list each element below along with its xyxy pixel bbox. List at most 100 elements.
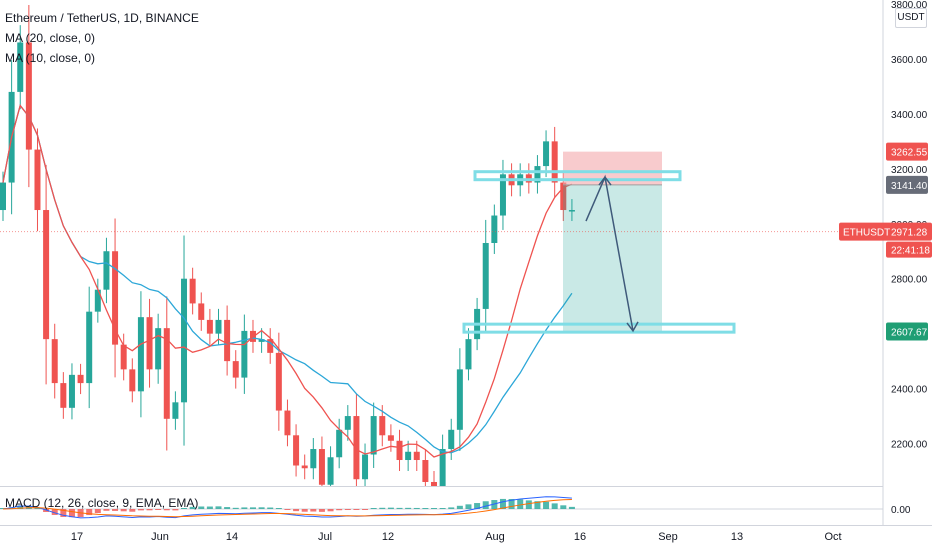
candle-body [86,311,93,384]
candle-body [396,440,403,461]
candle-body [379,416,386,436]
macd-histogram-bar [137,509,144,511]
candle-body [560,182,567,211]
macd-histogram-bar [224,507,231,509]
candle-body [68,374,75,408]
last-price-label: 2971.28 [891,228,928,239]
macd-histogram-bar [517,499,524,509]
macd-histogram-bar [353,509,360,510]
ma10-line [2,104,573,458]
currency-label[interactable]: USDT [895,8,927,28]
candle-body [258,339,265,342]
macd-histogram-bar [129,509,136,512]
y-tick-label: 3400.00 [891,110,928,121]
y-tick-label: 2800.00 [891,275,928,286]
macd-histogram-bar [336,509,343,511]
macd-histogram-bar [318,509,325,512]
macd-histogram-bar [189,506,196,509]
macd-histogram-bar [155,509,162,510]
macd-histogram-bar [34,508,41,509]
target-price-tag-bg [886,322,928,341]
candle-body [232,361,239,378]
macd-histogram-bar [370,508,377,509]
macd-histogram-bar [241,507,248,509]
macd-histogram-bar [293,509,300,512]
macd-histogram-bar [491,500,498,509]
candle-body [336,429,343,458]
candle-body [34,149,41,211]
macd-legend[interactable]: MACD (12, 26, close, 9, EMA, EMA) [5,496,199,510]
macd-histogram-bar [181,507,188,509]
candle-body [206,319,213,334]
candle-body [293,435,300,466]
ma20-line [2,104,573,454]
last-symbol-label: ETHUSDT [843,228,890,239]
chart-title: Ethereum / TetherUS, 1D, BINANCE [5,11,199,25]
macd-pane [0,496,883,519]
macd-histogram-bar [284,509,291,510]
entry-price-tag: 3141.40 [891,181,928,192]
candle-body [112,251,119,345]
macd-histogram-bar [301,509,308,512]
macd-axis-label: 0.00 [891,505,911,516]
macd-histogram-bar [543,501,550,509]
ma20-legend[interactable]: MA (20, close, 0) [5,31,96,45]
candle-body [241,330,248,378]
x-tick-label: Oct [824,531,841,543]
y-tick-label: 2200.00 [891,440,928,451]
candle-body [370,416,377,455]
macd-histogram-bar [51,509,58,515]
candle-body [310,449,317,469]
macd-histogram-bar [258,507,265,509]
candle-body [456,369,463,430]
x-tick-label: Jun [151,531,169,543]
candles [0,4,575,486]
macd-histogram-bar [267,507,274,509]
macd-histogram-bar [103,509,110,511]
x-tick-label: Sep [658,531,678,543]
ma10-legend[interactable]: MA (10, close, 0) [5,51,96,65]
macd-histogram-bar [68,509,75,518]
candle-body [284,410,291,436]
candle-body [491,215,498,243]
candle-body [465,339,472,370]
candle-body [137,317,144,392]
y-tick-label: 2400.00 [891,385,928,396]
candle-body [551,141,558,183]
candle-body [405,451,412,461]
candle-body [94,289,101,312]
macd-histogram-bar [344,509,351,510]
countdown-label: 22:41:18 [891,246,930,257]
candle-body [43,210,50,340]
macd-histogram-bar [232,507,239,509]
x-tick-label: 17 [71,531,83,543]
macd-histogram-bar [310,509,317,512]
candle-body [568,210,575,212]
candle-body [431,481,437,486]
candle-body [103,251,110,290]
candle-body [534,166,541,183]
macd-signal-line [2,498,572,518]
x-tick-label: Aug [485,531,505,543]
macd-histogram-bar [172,509,179,511]
candle-body [448,429,455,450]
candle-body [215,319,222,334]
macd-histogram-bar [396,507,403,509]
macd-histogram-bar [86,509,93,516]
candle-body [224,319,231,362]
macd-histogram-bar [568,506,575,509]
candle-body [17,42,24,92]
candle-body [60,383,67,408]
macd-histogram-bar [206,506,213,509]
candle-body [482,242,489,309]
y-tick-label: 3600.00 [891,55,928,66]
macd-histogram-bar [456,505,463,509]
macd-histogram-bar [482,501,489,509]
macd-histogram-bar [551,503,558,509]
candle-body [327,457,334,485]
candle-body [146,317,153,370]
macd-histogram-bar [448,507,455,509]
macd-line [2,496,572,519]
